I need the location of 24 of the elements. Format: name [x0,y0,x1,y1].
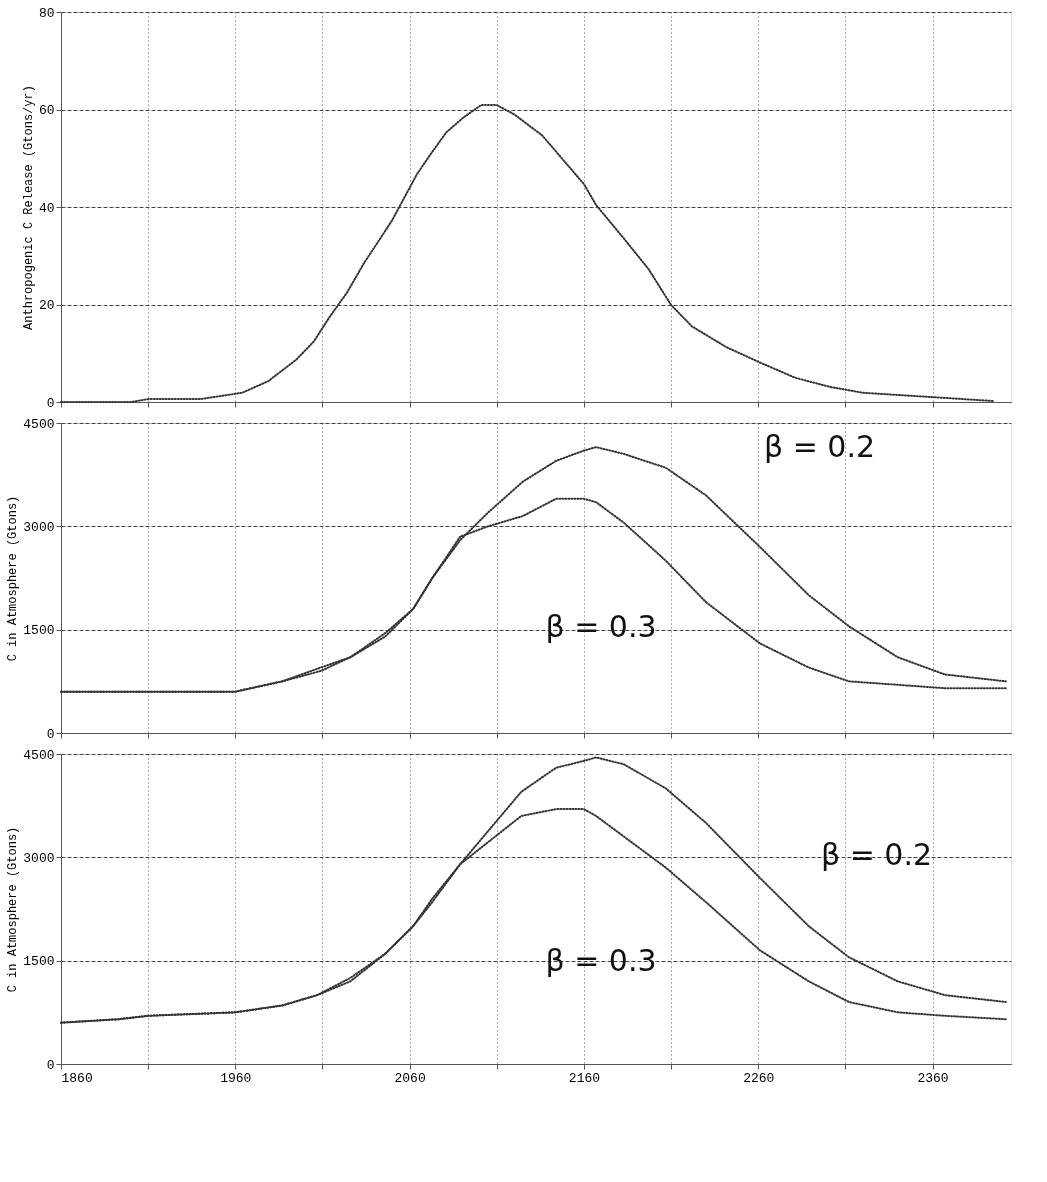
y-tick-label: 80 [38,5,55,21]
y-tick-label: 1500 [23,954,55,970]
x-tick-label: 1960 [220,1070,252,1086]
y-tick-label: 0 [46,1057,55,1073]
annotation: β = 0.2 [764,428,876,464]
y-tick-label: 1500 [23,623,55,639]
y-axis-title: C in Atmosphere (Gtons) [6,826,21,993]
y-tick-label: 0 [46,726,55,742]
y-tick-label: 3000 [23,850,55,866]
x-tick-label: 2160 [568,1070,601,1086]
y-axis-title: Anthropogenic C Release (Gtons/yr) [21,85,36,330]
y-tick-label: 20 [38,298,55,313]
annotation: β = 0.2 [821,837,933,873]
x-tick-label: 1860 [61,1070,93,1086]
y-tick-label: 40 [38,200,55,216]
y-tick-label: 4500 [23,416,55,432]
x-tick-label: 2260 [743,1070,775,1086]
x-tick-label: 2060 [394,1070,426,1086]
y-axis-title: C in Atmosphere (Gtons) [6,495,21,662]
x-tick-label: 2360 [917,1070,949,1086]
y-tick-label: 0 [46,395,55,411]
y-tick-label: 3000 [23,519,55,535]
y-tick-label: 4500 [23,747,55,763]
y-tick-label: 60 [38,103,55,118]
